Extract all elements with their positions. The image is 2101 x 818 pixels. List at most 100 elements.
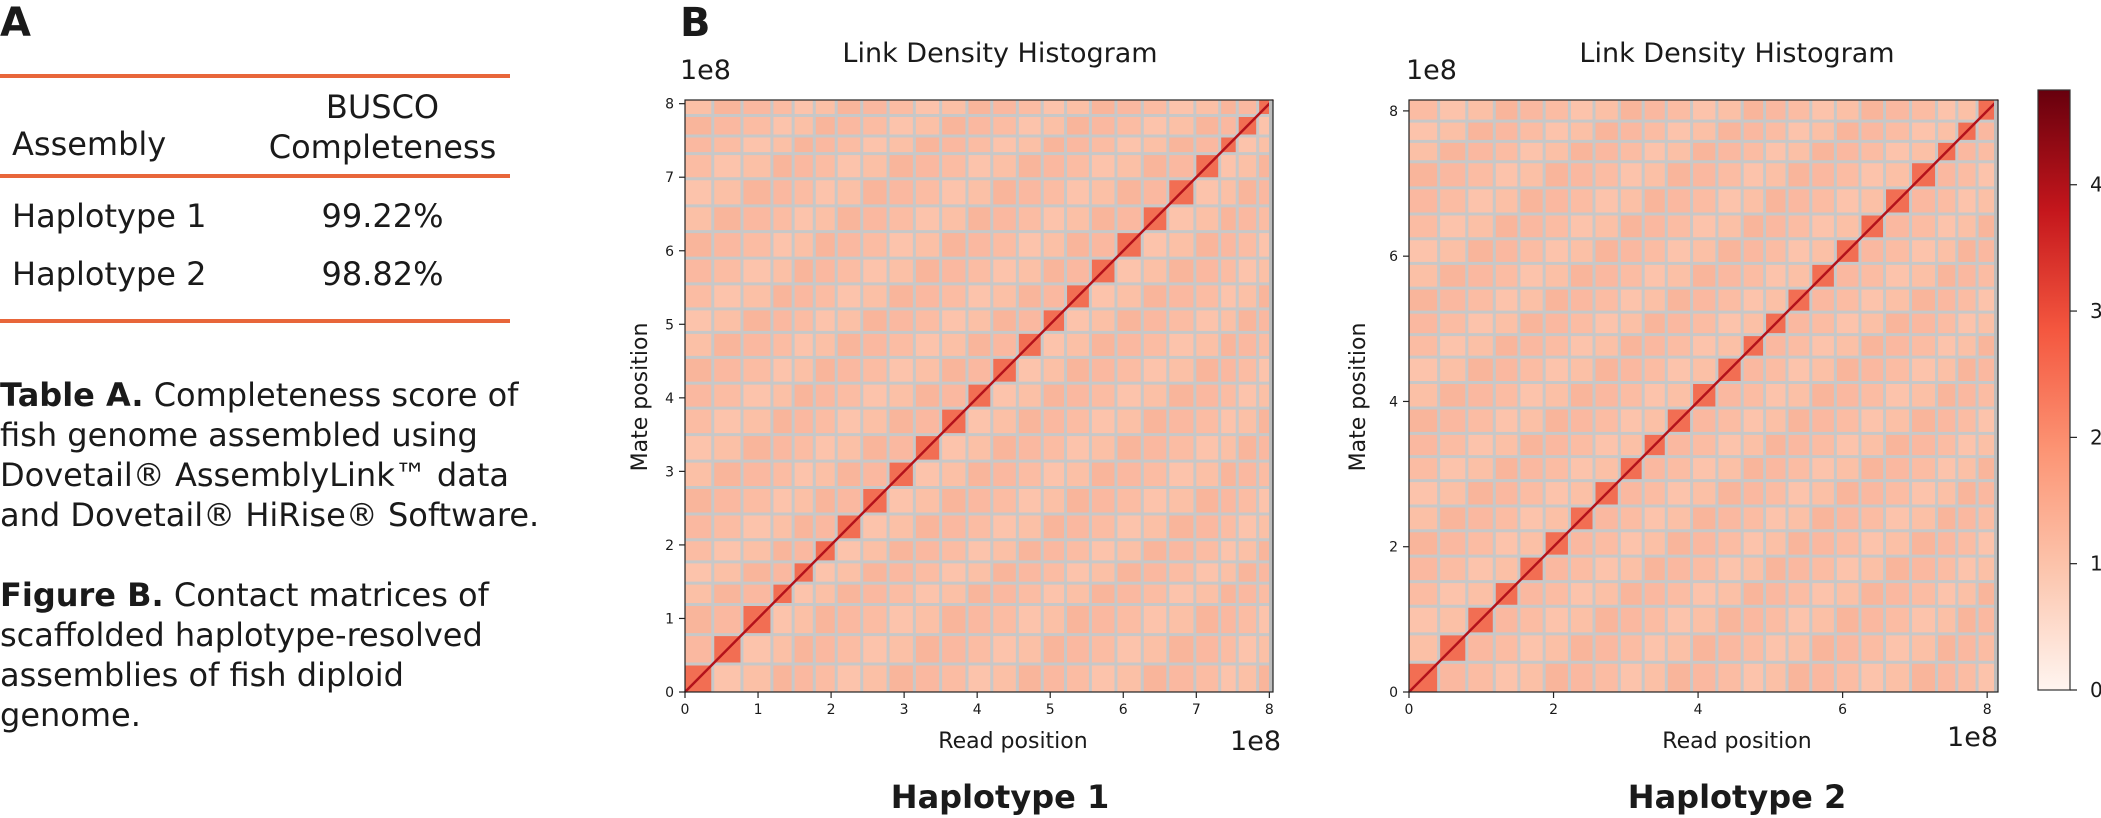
off-diagonal-cell [1090,408,1116,435]
off-diagonal-cell [1042,205,1066,232]
off-diagonal-cell [914,231,941,259]
off-diagonal-cell [1466,141,1495,162]
off-diagonal-cell [914,178,941,206]
off-diagonal-cell [1466,662,1495,692]
off-diagonal-cell [1764,480,1787,507]
off-diagonal-cell [836,136,862,154]
off-diagonal-cell [1666,581,1692,607]
off-diagonal-cell [1810,456,1836,481]
off-diagonal-cell [1884,530,1911,557]
chart-1-y-ticks: 0 1 2 3 4 5 6 7 8 [665,97,685,701]
off-diagonal-cell [966,332,992,358]
off-diagonal-cell [1409,288,1439,313]
off-diagonal-cell [940,357,967,384]
off-diagonal-cell [836,561,862,584]
off-diagonal-cell [1438,433,1467,457]
off-diagonal-cell [712,408,742,435]
off-diagonal-cell [1017,231,1043,259]
off-diagonal-cell [793,205,815,232]
x-tick-label: 4 [973,702,982,718]
off-diagonal-cell [836,583,862,605]
off-diagonal-cell [1219,487,1238,515]
off-diagonal-cell [1115,539,1143,562]
off-diagonal-cell [1115,357,1143,384]
off-diagonal-cell [940,283,967,309]
off-diagonal-cell [1742,581,1765,607]
off-diagonal-cell [1438,121,1467,142]
off-diagonal-cell [966,100,992,116]
off-diagonal-cell [1716,382,1743,408]
off-diagonal-cell [1167,604,1195,635]
off-diagonal-cell [1017,136,1043,154]
off-diagonal-cell [1716,581,1743,607]
matrix-edge [1994,100,1998,692]
off-diagonal-cell [1438,407,1467,434]
off-diagonal-cell [1090,604,1116,635]
off-diagonal-cell [1859,288,1885,313]
off-diagonal-cell [888,283,915,309]
off-diagonal-cell [1786,141,1811,162]
off-diagonal-cell [1691,407,1717,434]
off-diagonal-cell [836,539,862,562]
off-diagonal-cell [814,514,837,540]
off-diagonal-cell [1666,556,1692,582]
off-diagonal-cell [1810,556,1836,582]
off-diagonal-cell [771,461,794,488]
off-diagonal-cell [1884,214,1911,239]
off-diagonal-cell [1466,456,1495,481]
off-diagonal-cell [1090,332,1116,358]
off-diagonal-cell [1764,187,1787,215]
off-diagonal-cell [1438,480,1467,507]
off-diagonal-cell [793,634,815,665]
off-diagonal-cell [1742,161,1765,188]
off-diagonal-cell [1786,506,1811,531]
off-diagonal-cell [1691,606,1717,634]
off-diagonal-cell [1956,433,1978,457]
off-diagonal-cell [1219,258,1238,284]
off-diagonal-cell [940,634,967,665]
off-diagonal-cell [1835,357,1860,383]
off-diagonal-cell [1936,530,1957,557]
off-diagonal-cell [1977,556,1998,582]
y-tick-label: 6 [665,244,674,260]
off-diagonal-cell [771,332,794,358]
off-diagonal-cell [1786,263,1811,289]
off-diagonal-cell [793,283,815,309]
off-diagonal-cell [1115,461,1143,488]
off-diagonal-cell [793,308,815,333]
off-diagonal-cell [1017,357,1043,384]
off-diagonal-cell [1977,238,1998,264]
off-diagonal-cell [1810,187,1836,215]
off-diagonal-cell [1090,308,1116,333]
off-diagonal-cell [1167,487,1195,515]
off-diagonal-cell [914,283,941,309]
off-diagonal-cell [1910,121,1937,142]
off-diagonal-cell [771,153,794,179]
off-diagonal-cell [1494,100,1519,122]
off-diagonal-cell [1936,187,1957,215]
off-diagonal-cell [861,153,889,179]
off-diagonal-cell [1910,456,1937,481]
off-diagonal-cell [793,583,815,605]
off-diagonal-cell [914,332,941,358]
off-diagonal-cell [1619,480,1644,507]
off-diagonal-cell [1569,288,1595,313]
off-diagonal-cell [1142,100,1168,116]
off-diagonal-cell [1666,187,1692,215]
colorbar-tick-label: 3 [2090,299,2101,323]
off-diagonal-cell [1691,238,1717,264]
off-diagonal-cell [1936,288,1957,313]
off-diagonal-cell [1764,633,1787,663]
off-diagonal-cell [1518,382,1545,408]
off-diagonal-cell [1237,487,1258,515]
off-diagonal-cell [741,514,772,540]
off-diagonal-cell [1494,121,1519,142]
off-diagonal-cell [914,100,941,116]
off-diagonal-cell [1017,514,1043,540]
off-diagonal-cell [861,357,889,384]
off-diagonal-cell [1438,581,1467,607]
chart-1-y-scale: 1e8 [680,55,731,86]
off-diagonal-cell [1219,634,1238,665]
off-diagonal-cell [1691,214,1717,239]
off-diagonal-cell [1786,161,1811,188]
